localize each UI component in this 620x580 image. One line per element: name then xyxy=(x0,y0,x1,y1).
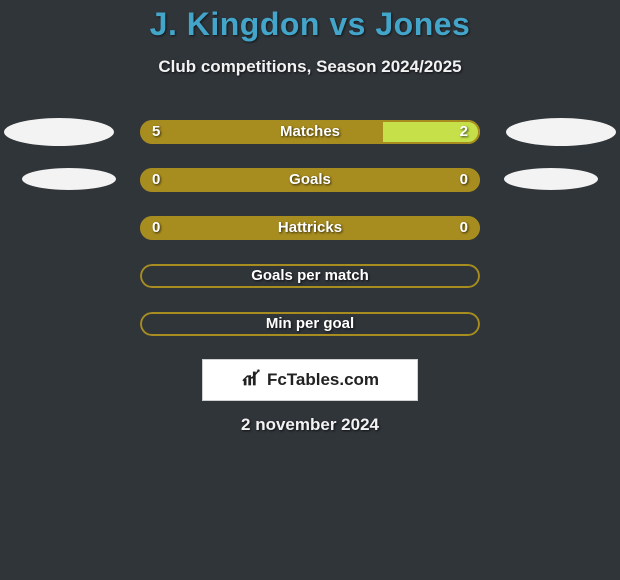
stat-bar: Goals per match xyxy=(140,264,480,288)
stat-row: 00Hattricks xyxy=(0,215,620,241)
stat-label: Goals per match xyxy=(140,264,480,288)
bar-seg-left xyxy=(140,216,480,240)
stat-value-left: 0 xyxy=(152,216,160,240)
stat-value-left: 0 xyxy=(152,168,160,192)
avatar-placeholder-right xyxy=(506,118,616,146)
stat-bar: Min per goal xyxy=(140,312,480,336)
chart-icon xyxy=(241,367,263,394)
stat-row: Goals per match xyxy=(0,263,620,289)
bar-seg-left xyxy=(140,168,480,192)
stat-bar: 00Goals xyxy=(140,168,480,192)
comparison-card: J. Kingdon vs Jones Club competitions, S… xyxy=(0,0,620,435)
stat-bar: 00Hattricks xyxy=(140,216,480,240)
avatar-placeholder-left xyxy=(22,168,116,190)
bar-seg-left xyxy=(140,120,383,144)
stat-value-right: 0 xyxy=(460,168,468,192)
page-title: J. Kingdon vs Jones xyxy=(0,6,620,43)
stat-value-right: 0 xyxy=(460,216,468,240)
brand-text: FcTables.com xyxy=(267,370,379,390)
stat-row: 00Goals xyxy=(0,167,620,193)
stat-rows: 52Matches00Goals00HattricksGoals per mat… xyxy=(0,119,620,337)
stat-value-left: 5 xyxy=(152,120,160,144)
avatar-placeholder-left xyxy=(4,118,114,146)
date-text: 2 november 2024 xyxy=(0,415,620,435)
bar-border xyxy=(140,264,480,288)
stat-row: 52Matches xyxy=(0,119,620,145)
stat-bar: 52Matches xyxy=(140,120,480,144)
brand-box[interactable]: FcTables.com xyxy=(202,359,418,401)
stat-value-right: 2 xyxy=(460,120,468,144)
subtitle: Club competitions, Season 2024/2025 xyxy=(0,57,620,77)
avatar-placeholder-right xyxy=(504,168,598,190)
stat-label: Min per goal xyxy=(140,312,480,336)
stat-row: Min per goal xyxy=(0,311,620,337)
bar-border xyxy=(140,312,480,336)
